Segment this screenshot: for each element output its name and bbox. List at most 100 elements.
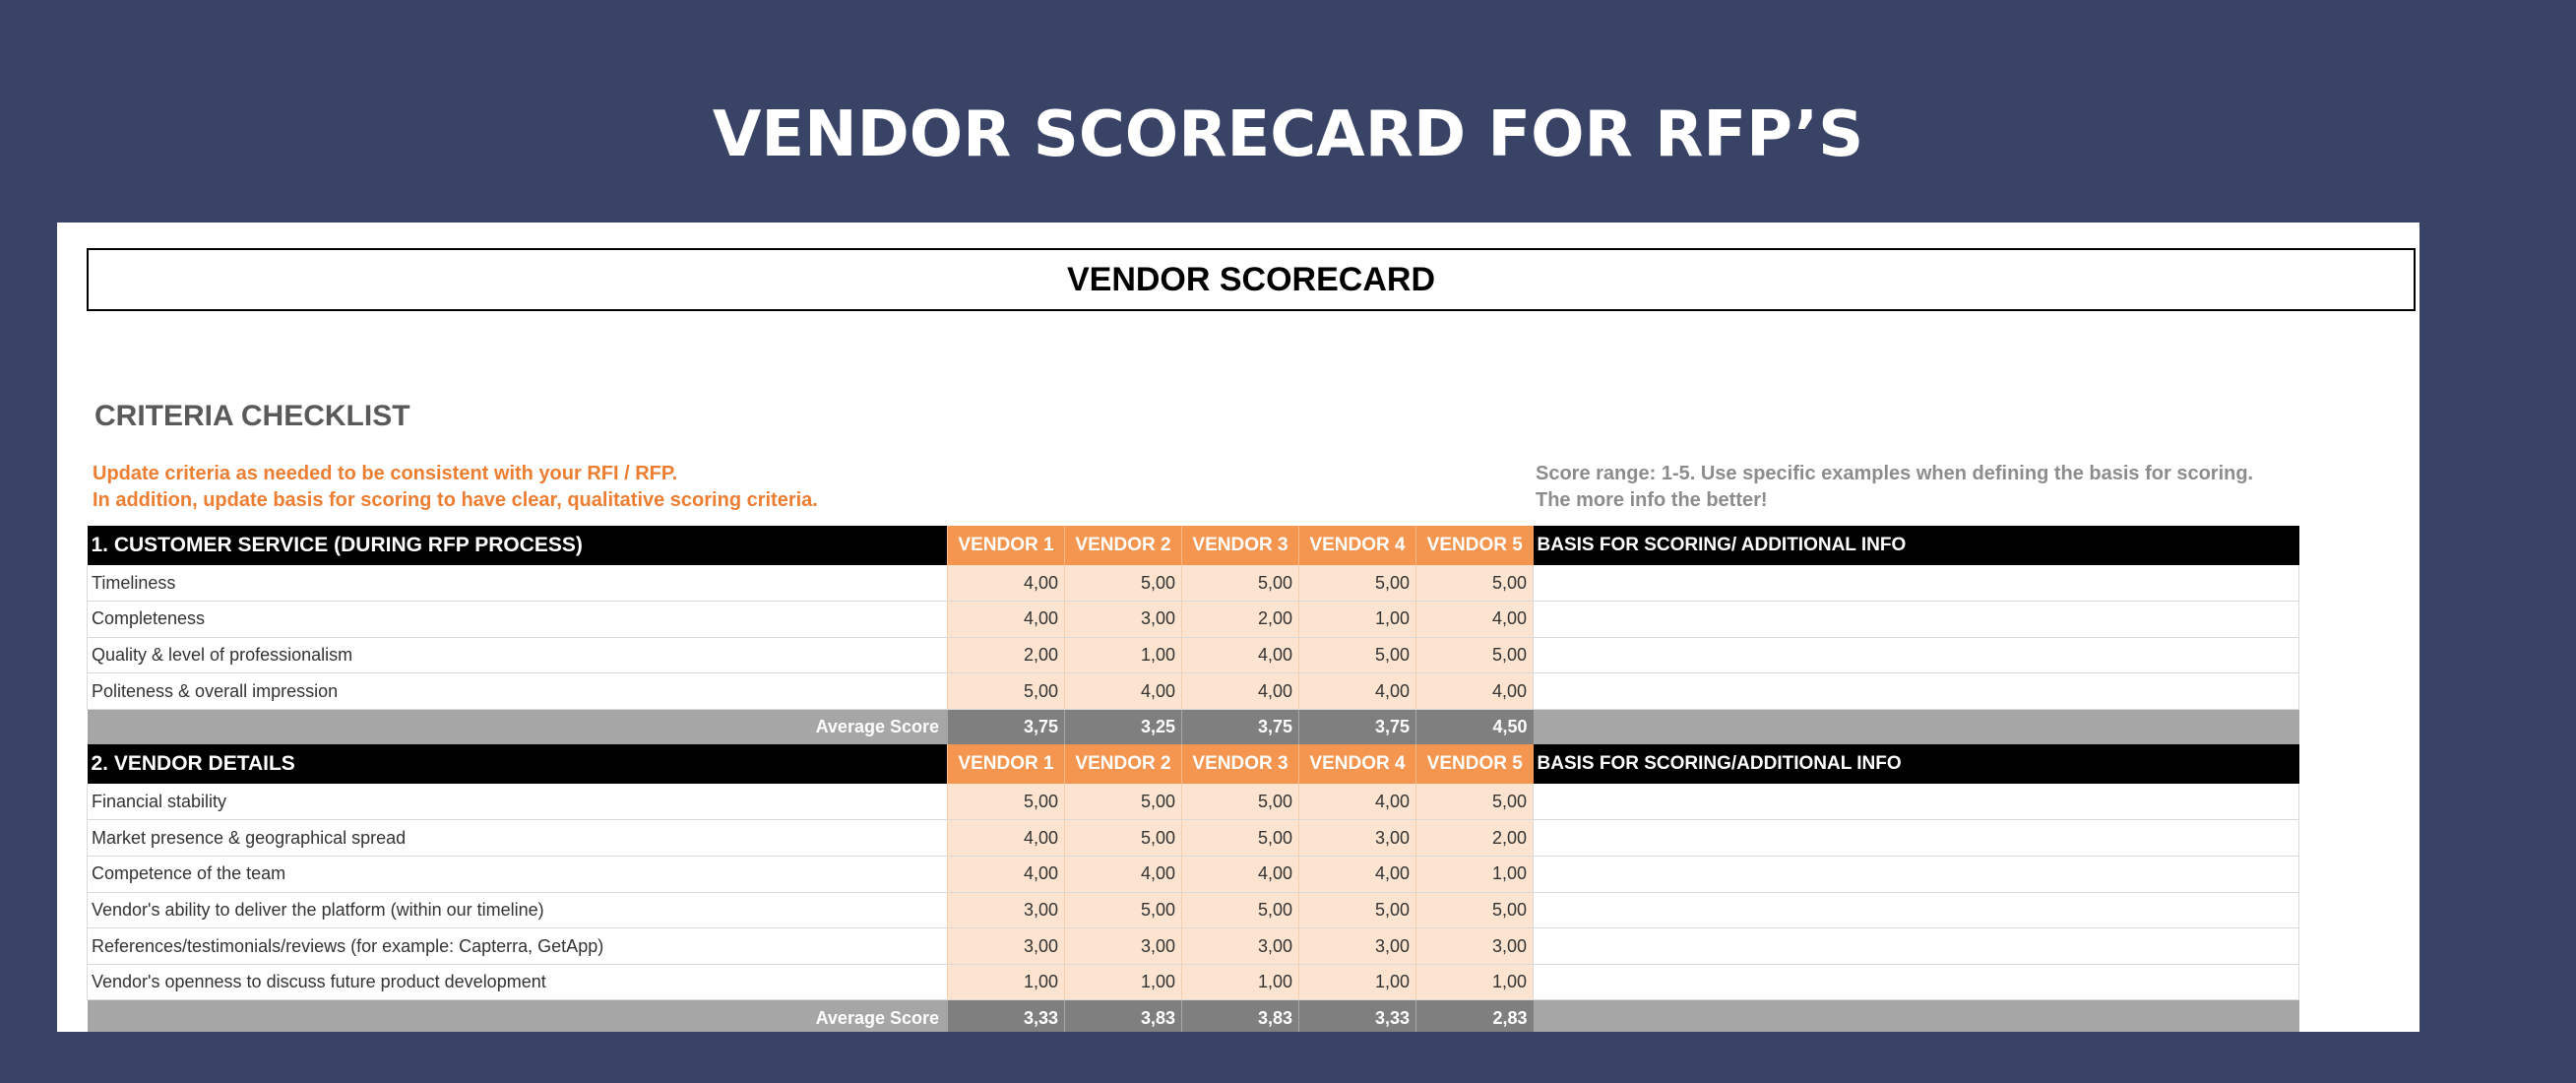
score-cell[interactable]: 5,00 <box>1181 784 1299 821</box>
score-cell[interactable]: 5,00 <box>1298 892 1416 929</box>
criteria-label-cell[interactable]: References/testimonials/reviews (for exa… <box>87 927 948 965</box>
score-cell[interactable]: 5,00 <box>1181 819 1299 858</box>
score-cell[interactable]: 4,00 <box>1298 856 1416 893</box>
score-cell[interactable]: 1,00 <box>1298 964 1416 1001</box>
criteria-row: Vendor's openness to discuss future prod… <box>87 964 2299 1001</box>
average-score-row: Average Score 3,75 3,25 3,75 3,75 4,50 <box>87 709 2299 745</box>
vendor-column-header: VENDOR 4 <box>1298 526 1416 565</box>
score-cell[interactable]: 3,00 <box>947 892 1065 929</box>
average-score-value: 3,75 <box>947 709 1065 745</box>
basis-cell[interactable] <box>1533 565 2299 603</box>
criteria-row: References/testimonials/reviews (for exa… <box>87 927 2299 965</box>
average-score-value: 2,83 <box>1415 999 1534 1032</box>
score-cell[interactable]: 4,00 <box>947 819 1065 858</box>
instruction-line-2: In addition, update basis for scoring to… <box>93 489 818 511</box>
score-cell[interactable]: 1,00 <box>1415 964 1534 1001</box>
score-cell[interactable]: 5,00 <box>1415 637 1534 674</box>
basis-cell[interactable] <box>1533 892 2299 929</box>
scorecard-table: 1. CUSTOMER SERVICE (DURING RFP PROCESS)… <box>87 526 2299 1032</box>
score-cell[interactable]: 4,00 <box>947 856 1065 893</box>
score-cell[interactable]: 5,00 <box>1064 784 1182 821</box>
criteria-row: Completeness 4,00 3,00 2,00 1,00 4,00 <box>87 601 2299 638</box>
score-cell[interactable]: 4,00 <box>1181 856 1299 893</box>
score-cell[interactable]: 3,00 <box>1415 927 1534 965</box>
vendor-column-header: VENDOR 5 <box>1415 744 1534 785</box>
basis-cell[interactable] <box>1533 672 2299 710</box>
section-header-row: 2. VENDOR DETAILS VENDOR 1 VENDOR 2 VENDOR … <box>87 744 2299 785</box>
basis-cell[interactable] <box>1533 819 2299 858</box>
average-basis-cell <box>1533 999 2299 1032</box>
score-cell[interactable]: 4,00 <box>947 601 1065 638</box>
score-cell[interactable]: 3,00 <box>1064 927 1182 965</box>
average-score-value: 3,83 <box>1064 999 1182 1032</box>
criteria-label-cell[interactable]: Politeness & overall impression <box>87 672 948 710</box>
score-cell[interactable]: 5,00 <box>1064 892 1182 929</box>
score-cell[interactable]: 1,00 <box>1298 601 1416 638</box>
score-cell[interactable]: 3,00 <box>1298 819 1416 858</box>
score-cell[interactable]: 4,00 <box>1298 672 1416 710</box>
criteria-label-cell[interactable]: Market presence & geographical spread <box>87 819 948 858</box>
section-header-row: 1. CUSTOMER SERVICE (DURING RFP PROCESS)… <box>87 526 2299 565</box>
score-cell[interactable]: 4,00 <box>947 565 1065 603</box>
criteria-label-cell[interactable]: Competence of the team <box>87 856 948 893</box>
score-cell[interactable]: 5,00 <box>1298 637 1416 674</box>
score-cell[interactable]: 4,00 <box>1415 601 1534 638</box>
average-score-value: 3,75 <box>1298 709 1416 745</box>
basis-cell[interactable] <box>1533 927 2299 965</box>
score-cell[interactable]: 4,00 <box>1298 784 1416 821</box>
score-cell[interactable]: 5,00 <box>1415 565 1534 603</box>
criteria-label-cell[interactable]: Timeliness <box>87 565 948 603</box>
criteria-label-cell[interactable]: Quality & level of professionalism <box>87 637 948 674</box>
basis-cell[interactable] <box>1533 964 2299 1001</box>
score-cell[interactable]: 2,00 <box>1415 819 1534 858</box>
score-cell[interactable]: 5,00 <box>1064 565 1182 603</box>
score-cell[interactable]: 5,00 <box>947 672 1065 710</box>
score-cell[interactable]: 4,00 <box>1415 672 1534 710</box>
score-cell[interactable]: 5,00 <box>947 784 1065 821</box>
score-cell[interactable]: 5,00 <box>1181 565 1299 603</box>
score-cell[interactable]: 3,00 <box>1298 927 1416 965</box>
basis-cell[interactable] <box>1533 784 2299 821</box>
average-score-value: 3,75 <box>1181 709 1299 745</box>
criteria-label-cell[interactable]: Vendor's openness to discuss future prod… <box>87 964 948 1001</box>
score-cell[interactable]: 2,00 <box>1181 601 1299 638</box>
basis-cell[interactable] <box>1533 856 2299 893</box>
score-cell[interactable]: 1,00 <box>1064 964 1182 1001</box>
score-cell[interactable]: 4,00 <box>1181 637 1299 674</box>
score-cell[interactable]: 5,00 <box>1298 565 1416 603</box>
score-cell[interactable]: 3,00 <box>1181 927 1299 965</box>
criteria-label-cell[interactable]: Financial stability <box>87 784 948 821</box>
score-cell[interactable]: 1,00 <box>947 964 1065 1001</box>
score-cell[interactable]: 5,00 <box>1415 784 1534 821</box>
criteria-row: Market presence & geographical spread 4,0… <box>87 819 2299 858</box>
score-cell[interactable]: 4,00 <box>1181 672 1299 710</box>
score-cell[interactable]: 5,00 <box>1181 892 1299 929</box>
criteria-label-cell[interactable]: Completeness <box>87 601 948 638</box>
basis-cell[interactable] <box>1533 637 2299 674</box>
criteria-row: Financial stability 5,00 5,00 5,00 4,00 5,00 <box>87 784 2299 821</box>
criteria-row: Timeliness 4,00 5,00 5,00 5,00 5,00 <box>87 565 2299 603</box>
score-cell[interactable]: 1,00 <box>1415 856 1534 893</box>
vendor-column-header: VENDOR 5 <box>1415 526 1534 565</box>
score-cell[interactable]: 5,00 <box>1415 892 1534 929</box>
section-title: 1. CUSTOMER SERVICE (DURING RFP PROCESS) <box>87 526 948 565</box>
criteria-heading: CRITERIA CHECKLIST <box>94 400 410 432</box>
score-cell[interactable]: 2,00 <box>947 637 1065 674</box>
average-score-value: 3,25 <box>1064 709 1182 745</box>
section-title: 2. VENDOR DETAILS <box>87 744 948 785</box>
average-basis-cell <box>1533 709 2299 745</box>
criteria-label-cell[interactable]: Vendor's ability to deliver the platform… <box>87 892 948 929</box>
criteria-row: Vendor's ability to deliver the platform… <box>87 892 2299 929</box>
score-cell[interactable]: 3,00 <box>947 927 1065 965</box>
score-range-note: Score range: 1-5. Use specific examples … <box>1536 463 2254 511</box>
vendor-column-header: VENDOR 2 <box>1064 526 1182 565</box>
score-cell[interactable]: 4,00 <box>1064 856 1182 893</box>
vendor-column-header: VENDOR 1 <box>947 744 1065 785</box>
score-cell[interactable]: 4,00 <box>1064 672 1182 710</box>
score-cell[interactable]: 1,00 <box>1064 637 1182 674</box>
score-cell[interactable]: 5,00 <box>1064 819 1182 858</box>
average-score-label: Average Score <box>87 999 948 1032</box>
score-cell[interactable]: 3,00 <box>1064 601 1182 638</box>
score-cell[interactable]: 1,00 <box>1181 964 1299 1001</box>
basis-cell[interactable] <box>1533 601 2299 638</box>
